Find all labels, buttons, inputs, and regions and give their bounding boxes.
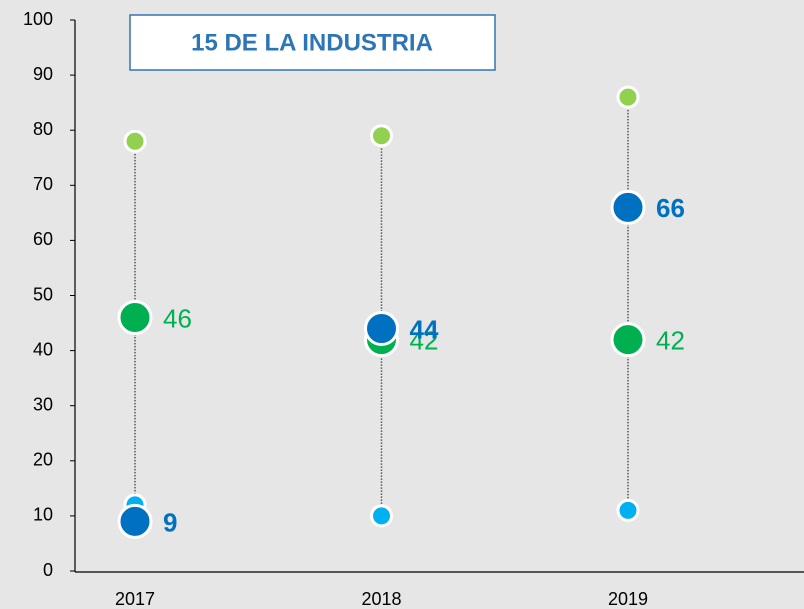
y-tick-label: 90 xyxy=(33,64,53,84)
title-box xyxy=(129,14,496,71)
data-label: 44 xyxy=(410,314,439,344)
y-tick-label: 20 xyxy=(33,450,53,470)
x-tick-label: 2017 xyxy=(115,589,155,609)
y-tick-label: 80 xyxy=(33,119,53,139)
x-tick-label: 2019 xyxy=(608,589,648,609)
y-tick-label: 10 xyxy=(33,505,53,525)
dot xyxy=(610,322,646,358)
dot xyxy=(123,129,147,153)
dot xyxy=(370,504,393,528)
y-tick-label: 70 xyxy=(33,174,53,194)
y-tick-label: 30 xyxy=(33,394,53,414)
dot xyxy=(370,124,393,148)
dot xyxy=(610,189,646,225)
data-label: 42 xyxy=(410,325,439,355)
dot xyxy=(616,498,640,522)
y-tick-label: 100 xyxy=(23,9,53,29)
chart-title: 15 DE LA INDUSTRIA xyxy=(191,29,433,56)
y-tick-label: 50 xyxy=(33,284,53,304)
y-tick-label: 40 xyxy=(33,339,53,359)
data-label: 42 xyxy=(656,325,685,355)
data-label: 66 xyxy=(656,193,685,223)
dot xyxy=(616,85,640,109)
dot xyxy=(364,311,399,347)
data-label: 9 xyxy=(163,507,177,537)
x-tick-label: 2018 xyxy=(361,589,401,609)
dot xyxy=(117,300,153,336)
y-tick-label: 0 xyxy=(43,560,53,580)
y-tick-label: 60 xyxy=(33,229,53,249)
dot xyxy=(117,503,153,539)
data-label: 46 xyxy=(163,303,192,333)
